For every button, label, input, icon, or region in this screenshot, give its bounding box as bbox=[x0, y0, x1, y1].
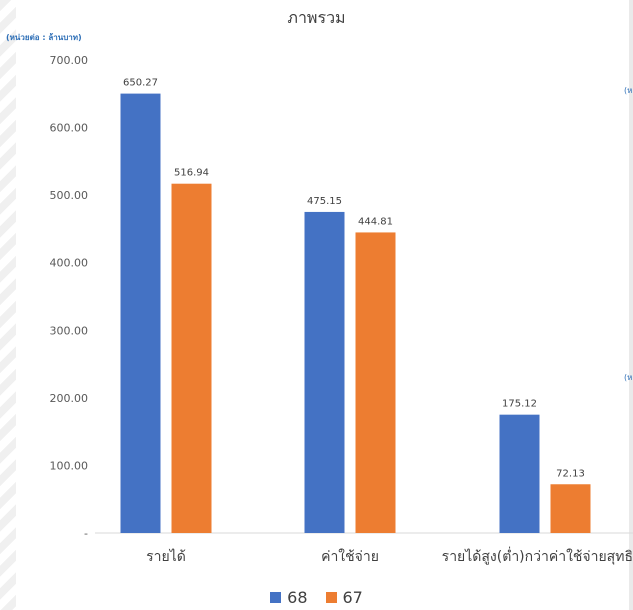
x-category-label: ค่าใช้จ่าย bbox=[321, 548, 379, 565]
legend: 68 67 bbox=[0, 588, 633, 607]
legend-swatch-68 bbox=[270, 592, 282, 603]
legend-label-67: 67 bbox=[342, 588, 363, 607]
right-edge-strip bbox=[629, 0, 633, 610]
y-tick-label: 400.00 bbox=[50, 257, 89, 270]
y-tick-label: 200.00 bbox=[50, 392, 89, 405]
chart-title: ภาพรวม bbox=[287, 8, 346, 27]
bar-series-68 bbox=[120, 93, 161, 533]
side-mark-bottom: (ห bbox=[624, 373, 633, 382]
legend-label-68: 68 bbox=[287, 588, 308, 607]
y-tick-label: 600.00 bbox=[50, 122, 89, 135]
legend-item-67: 67 bbox=[325, 588, 363, 607]
left-edge-pattern bbox=[0, 0, 16, 610]
data-label: 175.12 bbox=[502, 399, 537, 410]
data-label: 516.94 bbox=[174, 168, 209, 179]
legend-swatch-67 bbox=[325, 592, 337, 603]
bar-series-67 bbox=[550, 484, 591, 533]
data-label: 72.13 bbox=[556, 468, 585, 479]
y-tick-label: 300.00 bbox=[50, 324, 89, 337]
side-mark-top: (ห bbox=[624, 86, 633, 95]
x-category-label: รายได้สูง(ต่ำ)กว่าค่าใช้จ่ายสุทธิ bbox=[442, 547, 633, 565]
data-label: 475.15 bbox=[307, 196, 342, 207]
legend-item-68: 68 bbox=[270, 588, 308, 607]
bar-series-68 bbox=[499, 414, 540, 533]
y-tick-label: 700.00 bbox=[50, 54, 89, 67]
y-tick-label: 100.00 bbox=[50, 459, 89, 472]
y-tick-label: - bbox=[84, 527, 88, 540]
x-category-label: รายได้ bbox=[146, 548, 186, 565]
y-tick-label: 500.00 bbox=[50, 189, 89, 202]
bar-series-67 bbox=[355, 232, 396, 533]
data-label: 444.81 bbox=[358, 216, 393, 227]
data-label: 650.27 bbox=[123, 78, 158, 89]
bar-series-68 bbox=[304, 211, 345, 533]
unit-label: (หน่วยต่อ : ล้านบาท) bbox=[6, 33, 82, 42]
bar-series-67 bbox=[171, 183, 212, 533]
